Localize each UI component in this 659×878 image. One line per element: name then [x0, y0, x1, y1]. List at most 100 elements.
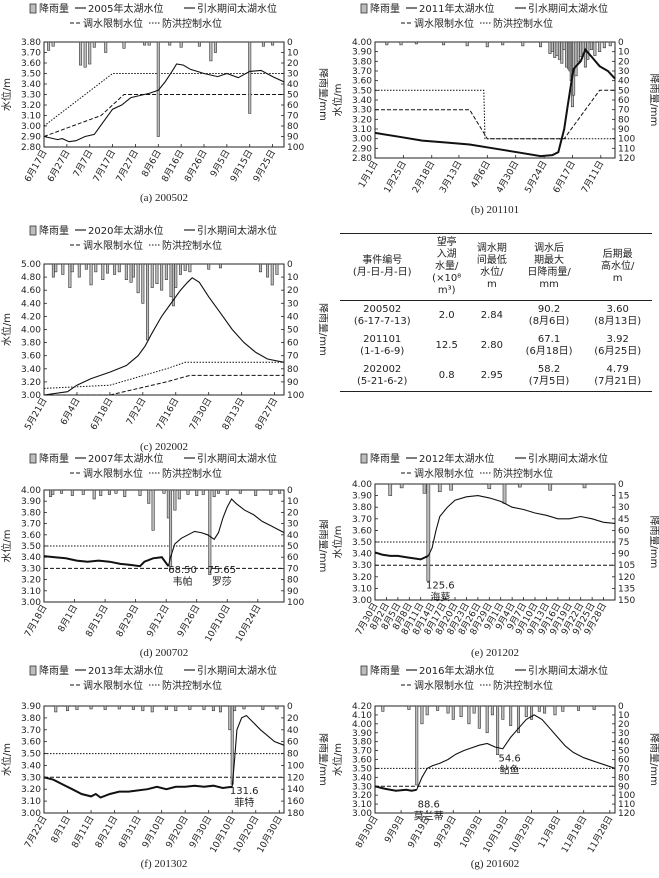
rain-bar — [509, 705, 513, 726]
x-tick-label: 9月5日 — [208, 148, 232, 179]
right-tick-label: 135 — [618, 584, 635, 594]
right-tick-label: 10 — [618, 711, 630, 721]
right-tick-label: 60 — [618, 526, 630, 536]
rain-bar — [228, 705, 232, 731]
rain-bar — [138, 489, 142, 496]
left-tick-label: 3.10 — [352, 800, 372, 810]
right-tick-label: 150 — [618, 596, 635, 606]
right-tick-label: 0 — [287, 260, 293, 270]
left-tick-label: 3.40 — [21, 553, 41, 563]
rain-bar — [422, 483, 427, 494]
rain-bar — [208, 489, 212, 576]
x-tick-label: 8月21日 — [93, 814, 120, 850]
rain-bar — [592, 705, 596, 710]
left-axis-title: 水位/m — [0, 529, 13, 562]
lake-level-line — [231, 714, 285, 787]
right-tick-label: 30 — [618, 67, 630, 77]
left-tick-label: 3.90 — [352, 729, 372, 739]
legend-rain-swatch — [29, 225, 37, 236]
legend-rain-swatch — [360, 665, 368, 676]
table-header: 后期最 高水位/ m — [600, 249, 635, 284]
right-tick-label: 0 — [287, 486, 293, 496]
rain-bar — [598, 41, 602, 52]
rain-bar — [141, 705, 145, 712]
left-tick-label: 4.00 — [352, 480, 372, 490]
left-tick-label: 3.50 — [21, 542, 41, 552]
right-tick-label: 20 — [618, 57, 630, 67]
rain-bar — [92, 41, 96, 48]
left-axis-title: 水位/m — [331, 743, 344, 776]
legend-flood-label: 防洪控制水位 — [493, 679, 553, 692]
rain-bar — [103, 705, 107, 710]
legend-flood-label: 防洪控制水位 — [162, 17, 222, 30]
left-tick-label: 3.00 — [21, 598, 41, 608]
right-tick-label: 110 — [618, 800, 635, 810]
table-header: 调水期 间最低 水位/ m — [476, 243, 507, 290]
rain-bar — [201, 489, 205, 495]
left-tick-label: 3.20 — [21, 378, 41, 388]
legend-diversion-label: 引水期间太湖水位 — [197, 224, 277, 237]
right-tick-label: 80 — [287, 365, 299, 375]
summary-table-wrap: 事件编号 (月-日-月-日) 望亭 入湖 水量/ (×10⁸ m³) 调水期 间… — [340, 233, 652, 392]
left-tick-label: 3.60 — [352, 756, 372, 766]
left-tick-label: 3.10 — [21, 797, 41, 807]
rain-bar — [242, 705, 246, 710]
right-axis-title: 降雨量/mm — [648, 733, 659, 786]
annotation-label: 54.6 — [498, 753, 520, 764]
caption-c: (c) 202002 — [140, 441, 188, 453]
rain-bar — [136, 263, 140, 294]
rain-bar — [415, 705, 419, 786]
legend-rain-label: 降雨量 — [39, 2, 69, 15]
right-tick-label: 90 — [618, 550, 630, 560]
rain-bar — [553, 705, 557, 716]
left-tick-label: 3.60 — [21, 352, 41, 362]
right-tick-label: 140 — [287, 785, 304, 795]
right-tick-label: 120 — [618, 154, 635, 164]
rain-bar — [202, 705, 206, 710]
rain-bar — [188, 263, 192, 273]
legend-diversion-label: 引水期间太湖水位 — [197, 664, 277, 677]
rain-bar — [131, 705, 135, 710]
rain-bar — [436, 705, 440, 711]
rain-bar — [582, 483, 587, 489]
rain-bar — [467, 705, 471, 725]
table-cell: 12.5 — [435, 340, 458, 351]
rain-bar — [548, 483, 553, 491]
rain-bar — [147, 41, 151, 46]
table-cell: 3.92 (6月25日) — [594, 334, 642, 357]
legend-limit-label: 调水限制水位 — [83, 467, 143, 480]
table-cell: 2.80 — [480, 340, 503, 351]
right-tick-label: 90 — [618, 782, 630, 792]
left-tick-label: 3.70 — [352, 67, 372, 77]
x-tick-label: 8月6日 — [140, 148, 164, 179]
legend-limit-label: 调水限制水位 — [414, 679, 474, 692]
right-tick-label: 100 — [287, 143, 304, 153]
left-tick-label: 3.00 — [352, 809, 372, 819]
right-tick-label: 90 — [618, 125, 630, 135]
x-tick-label: 8月15日 — [84, 603, 111, 639]
rain-bar — [150, 263, 154, 288]
right-tick-label: 45 — [618, 515, 629, 525]
annotation-label: 131.6 — [230, 786, 259, 797]
legend-lake-label: 2011年太湖水位 — [419, 2, 494, 15]
legend-rain-swatch — [29, 3, 37, 14]
rain-bar — [51, 489, 55, 495]
diversion-line — [374, 551, 429, 561]
rain-bar — [54, 263, 58, 273]
rain-bar — [79, 41, 83, 66]
right-tick-label: 0 — [287, 702, 293, 712]
rain-bar — [261, 705, 265, 710]
rain-bar — [254, 489, 258, 496]
left-tick-label: 3.40 — [21, 365, 41, 375]
x-tick-label: 9月30日 — [187, 814, 214, 850]
right-tick-label: 50 — [287, 326, 299, 336]
rain-bar — [212, 489, 216, 498]
diversion-line — [374, 47, 616, 158]
annotation-label: 莫兰蒂 — [414, 810, 444, 823]
rain-bar — [117, 705, 121, 710]
rain-bar — [94, 263, 98, 273]
rain-bar — [548, 41, 552, 54]
